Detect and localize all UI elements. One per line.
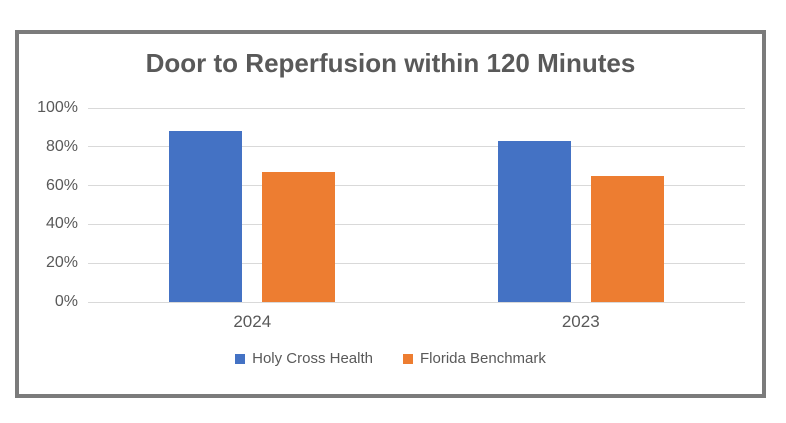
legend-swatch-icon: [402, 353, 413, 364]
plot-area: 0% 20% 40% 60% 80% 100% 2024 2023: [37, 99, 745, 331]
gridline-0%: [88, 301, 745, 303]
legend-label: Florida Benchmark: [419, 350, 546, 367]
bar-holy-cross-health-2023: [497, 140, 571, 302]
y-axis-tick-label: 20%: [45, 254, 78, 272]
gridline-100%: [88, 107, 745, 109]
legend-item-florida-benchmark: Florida Benchmark: [402, 350, 546, 367]
y-axis-tick-label: 40%: [45, 215, 78, 233]
gridline-80%: [88, 146, 745, 148]
legend-item-holy-cross-health: Holy Cross Health: [235, 350, 373, 367]
legend: Holy Cross Health Florida Benchmark: [19, 350, 762, 367]
legend-label: Holy Cross Health: [252, 350, 373, 367]
gridline-20%: [88, 262, 745, 264]
legend-swatch-icon: [235, 353, 246, 364]
chart-frame: Door to Reperfusion within 120 Minutes 0…: [15, 30, 766, 398]
x-axis-label-2023: 2023: [561, 312, 600, 331]
y-axis-tick-label: 0%: [54, 293, 78, 310]
bar-holy-cross-health-2024: [169, 131, 243, 302]
chart-title: Door to Reperfusion within 120 Minutes: [145, 48, 636, 78]
bar-florida-benchmark-2023: [590, 175, 664, 302]
y-axis-tick-label: 60%: [45, 176, 78, 194]
gridline-40%: [88, 223, 745, 225]
y-axis-tick-label: 100%: [37, 99, 78, 116]
x-axis-label-2024: 2024: [233, 312, 272, 331]
bar-florida-benchmark-2024: [262, 172, 336, 302]
y-axis-tick-label: 80%: [45, 137, 78, 155]
gridline-60%: [88, 185, 745, 187]
